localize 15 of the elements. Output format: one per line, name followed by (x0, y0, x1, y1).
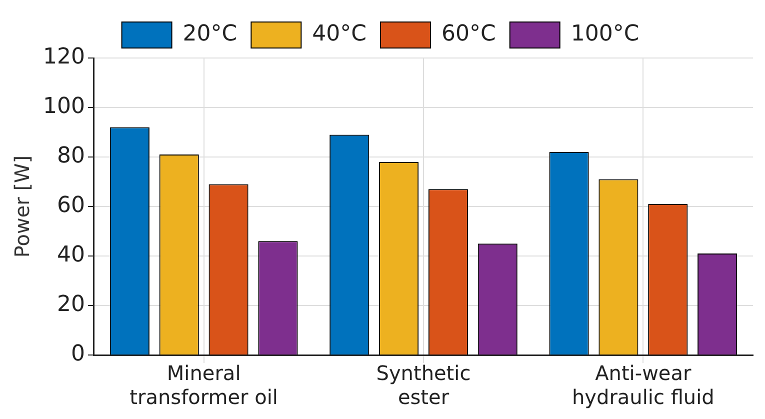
legend-label: 100°C (570, 22, 640, 47)
y-tick-label: 80 (56, 144, 85, 169)
y-tick-label: 100 (42, 94, 85, 120)
x-tick-label: Mineral transformer oil (130, 361, 278, 410)
legend-label: 20°C (182, 22, 238, 47)
y-tick-label: 40 (56, 242, 85, 268)
x-tick-label: Synthetic ester (376, 361, 471, 410)
y-tick-label: 20 (56, 292, 85, 318)
y-tick-label: 0 (70, 342, 85, 367)
x-tick-label: Anti-wear hydraulic fluid (572, 361, 714, 410)
legend-label: 40°C (312, 22, 367, 47)
y-tick-label: 60 (56, 193, 85, 218)
y-tick-label: 120 (42, 44, 85, 70)
y-axis-title: Power [W] (10, 155, 34, 258)
legend-label: 60°C (442, 22, 496, 47)
